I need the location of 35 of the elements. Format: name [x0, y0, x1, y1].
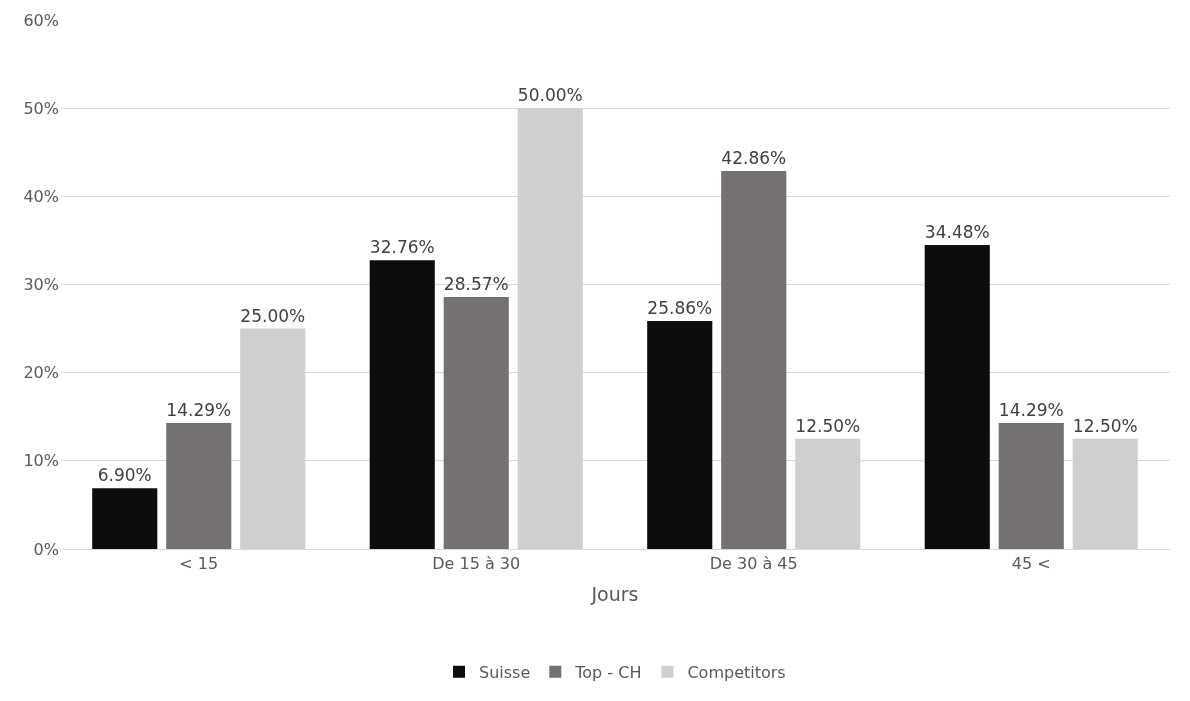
bar	[92, 488, 158, 549]
data-label: 32.76%	[369, 237, 435, 258]
data-label: 42.86%	[721, 148, 787, 169]
y-tick-label: 40%	[23, 186, 59, 206]
y-tick-label: 20%	[23, 363, 59, 383]
y-tick-label: 60%	[23, 10, 59, 30]
data-label: 12.50%	[795, 415, 861, 436]
x-tick-label: De 30 à 45	[709, 554, 798, 574]
data-label: 14.29%	[166, 400, 232, 421]
bar	[998, 423, 1064, 549]
data-label: 34.48%	[924, 222, 990, 242]
bar	[924, 245, 990, 549]
bar	[166, 423, 232, 549]
data-label: 12.50%	[1072, 415, 1138, 436]
data-label: 28.57%	[443, 274, 509, 295]
legend-label: Competitors	[687, 662, 786, 682]
x-tick-label: De 15 à 30	[432, 554, 521, 574]
y-tick-label: 10%	[23, 451, 59, 471]
bar	[647, 321, 713, 549]
y-tick-label: 50%	[23, 98, 59, 118]
x-axis-title: Jours	[590, 583, 639, 605]
bar	[721, 171, 787, 549]
data-label: 25.86%	[647, 298, 713, 318]
bar	[369, 260, 435, 549]
bar	[443, 297, 509, 549]
legend-label: Suisse	[479, 662, 531, 682]
data-label: 25.00%	[240, 305, 306, 326]
data-label: 6.90%	[97, 465, 152, 486]
x-tick-label: < 15	[179, 554, 219, 574]
x-tick-label: 45 <	[1011, 554, 1051, 574]
y-tick-label: 0%	[33, 539, 59, 559]
data-label: 14.29%	[998, 400, 1064, 421]
legend-label: Top - CH	[574, 662, 642, 682]
y-tick-label: 30%	[23, 275, 59, 295]
data-label: 50.00%	[517, 85, 583, 106]
